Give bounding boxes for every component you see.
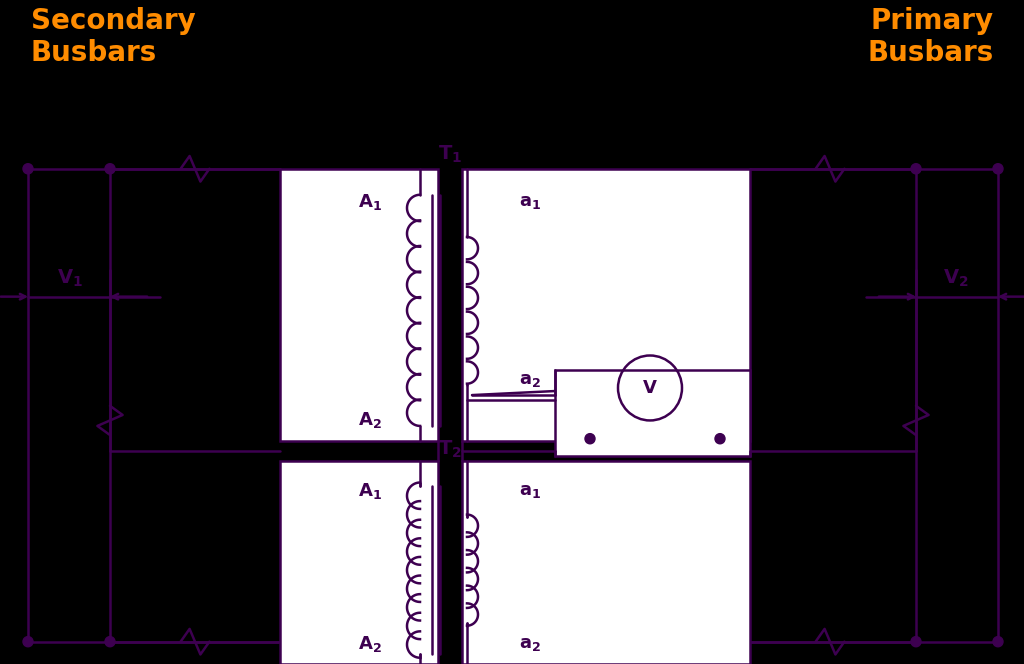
Circle shape xyxy=(23,637,33,647)
Text: $\mathregular{a_1}$: $\mathregular{a_1}$ xyxy=(519,193,541,211)
Text: $\mathregular{V_1}$: $\mathregular{V_1}$ xyxy=(57,268,83,289)
Bar xyxy=(462,169,750,441)
Circle shape xyxy=(993,164,1002,174)
Circle shape xyxy=(585,434,595,444)
Circle shape xyxy=(23,164,33,174)
Circle shape xyxy=(911,164,921,174)
Text: Secondary
Busbars: Secondary Busbars xyxy=(31,7,196,67)
Bar xyxy=(280,461,438,664)
Text: Primary
Busbars: Primary Busbars xyxy=(867,7,993,67)
Text: $\mathregular{T_1}$: $\mathregular{T_1}$ xyxy=(438,144,462,165)
Circle shape xyxy=(993,637,1002,647)
Text: $\mathregular{A_2}$: $\mathregular{A_2}$ xyxy=(358,410,382,430)
Circle shape xyxy=(911,637,921,647)
Bar xyxy=(280,169,438,441)
Circle shape xyxy=(715,434,725,444)
Text: V: V xyxy=(643,379,657,397)
Circle shape xyxy=(105,637,115,647)
Circle shape xyxy=(105,164,115,174)
Text: $\mathregular{a_2}$: $\mathregular{a_2}$ xyxy=(519,371,541,389)
Text: $\mathregular{T_2}$: $\mathregular{T_2}$ xyxy=(438,438,462,459)
Bar xyxy=(462,461,750,664)
Text: $\mathregular{a_1}$: $\mathregular{a_1}$ xyxy=(519,483,541,501)
Text: $\mathregular{V_2}$: $\mathregular{V_2}$ xyxy=(943,268,969,289)
Bar xyxy=(555,370,750,456)
Text: $\mathregular{a_2}$: $\mathregular{a_2}$ xyxy=(519,635,541,653)
Text: $\mathregular{A_1}$: $\mathregular{A_1}$ xyxy=(358,481,382,501)
Text: $\mathregular{A_2}$: $\mathregular{A_2}$ xyxy=(358,633,382,653)
Text: $\mathregular{A_1}$: $\mathregular{A_1}$ xyxy=(358,193,382,212)
